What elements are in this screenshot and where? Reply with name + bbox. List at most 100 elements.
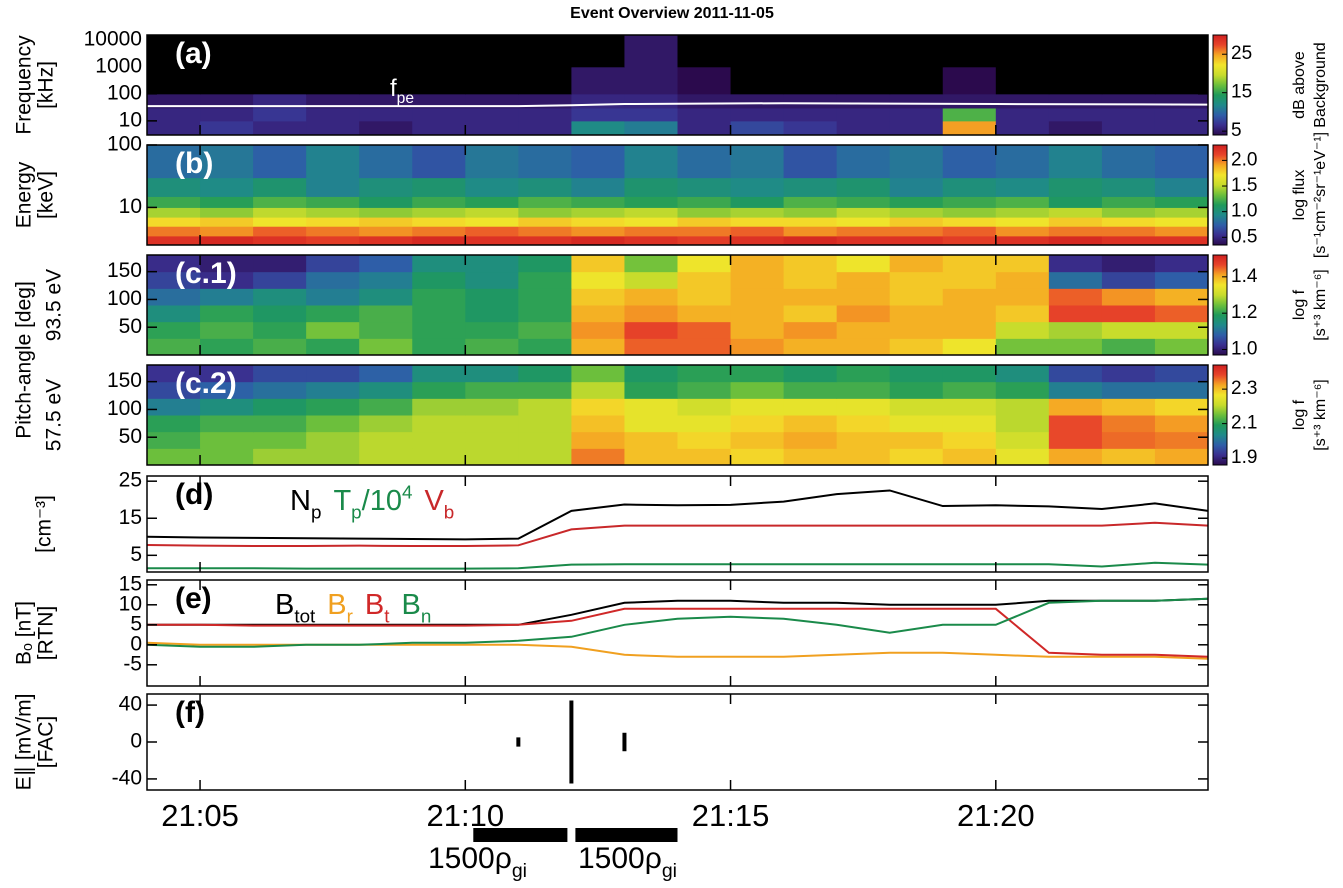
legend-entry: Bt [365,589,390,627]
spectrogram-cell [624,217,678,227]
spectrogram-cell [306,255,360,273]
spectrogram-cell [677,305,732,323]
spectrogram-cell [1154,226,1209,237]
spectrogram-cell [412,66,466,95]
spectrogram-cell [253,120,307,136]
spectrogram-cell [677,398,732,416]
spectrogram-cell [783,66,838,95]
spectrogram-cell [1048,196,1103,208]
spectrogram-cell [889,35,944,68]
spectrogram-cell [1101,338,1156,356]
spectrogram-cell [730,271,785,289]
spectrogram-cell [783,177,838,197]
colorbar-label: log f [1291,399,1308,430]
spectrogram-cell [518,305,572,323]
spectrogram-cell [1101,145,1156,179]
spectrogram-cell [571,338,625,356]
spectrogram-cell [730,93,785,109]
spectrogram-cell [783,338,838,356]
spectrogram-cell [889,217,944,227]
spectrogram-cell [1101,321,1156,339]
spectrogram-cell [942,196,997,208]
spectrogram-cell [730,431,785,449]
spectrogram-cell [518,217,572,227]
colorbar-tick-label: 1.0 [1231,339,1257,360]
spectrogram-cell [677,271,732,289]
colorbar-label: Background [1312,42,1329,127]
spectrogram-cell [1101,398,1156,416]
spectrogram-cell [677,35,732,68]
spectrogram-cell [783,255,838,273]
spectrogram-cell [200,338,254,356]
spectrogram-cell [1154,66,1209,95]
spectrogram-cell [836,145,891,179]
spectrogram-cell [836,415,891,433]
spectrogram-cell [465,271,519,289]
spectrogram-cell [836,271,891,289]
spectrogram-cell [465,448,519,466]
spectrogram-cell [359,226,413,237]
spectrogram-cell [518,415,572,433]
spectrogram-cell [942,93,997,109]
spectrogram-cell [200,207,254,218]
spectrogram-cell [624,93,678,109]
spectrogram-cell [889,196,944,208]
spectrogram-cell [359,196,413,208]
spectrogram-cell [1048,398,1103,416]
spectrogram-cell [359,271,413,289]
spectrogram-cell [1048,381,1103,399]
y-axis-label: [keV] [35,171,58,219]
spectrogram-cell [1154,217,1209,227]
spectrogram-cell [571,107,625,122]
spectrogram-cell [730,66,785,95]
spectrogram-cell [359,338,413,356]
spectrogram-cell [624,338,678,356]
spectrogram-cell [889,431,944,449]
spectrogram-cell [147,120,201,136]
series-line [147,607,1209,658]
spectrogram-cell [200,255,254,273]
colorbar-tick-label: 2.0 [1231,149,1257,170]
spectrogram-cell [1048,448,1103,466]
spectrogram-cell [518,365,572,383]
spectrogram-cell [677,288,732,306]
legend-entry-sub: t [384,606,390,627]
panel-frame [146,364,1209,466]
spectrogram-cell [942,381,997,399]
spectrogram-cell [200,431,254,449]
y-axis-label: Frequency [13,35,36,135]
spectrogram-cell [1048,305,1103,323]
spectrogram-cell [889,365,944,383]
spectrogram-cell [306,381,360,399]
spectrogram-cell [412,365,466,383]
spectrogram-cell [677,107,732,122]
spectrogram-cell [1101,431,1156,449]
spectrogram-cell [677,365,732,383]
spectrogram-cell [783,365,838,383]
spectrogram-cell [253,431,307,449]
y-axis-label: Energy [13,161,36,228]
spectrogram-cell [571,177,625,197]
spectrogram-cell [889,207,944,218]
spectrogram-cell [889,288,944,306]
spectrogram-cell [942,226,997,237]
spectrogram-cell [359,235,413,246]
spectrogram-cell [412,207,466,218]
spectrogram-cell [306,93,360,109]
spectrogram-cell [200,120,254,136]
panel-label: (e) [175,582,212,615]
spectrogram-cell [624,66,678,95]
spectrogram-cell [783,217,838,227]
y-tick-label: 100 [107,81,142,104]
spectrogram-cell [942,255,997,273]
spectrogram-cell [836,226,891,237]
spectrogram-cell [465,107,519,122]
spectrogram-cell [1048,35,1103,68]
spectrogram-cell [730,196,785,208]
spectrogram-cell [147,177,201,197]
spectrogram-cell [730,305,785,323]
spectrogram-cell [1154,271,1209,289]
spectrogram-cell [1101,107,1156,122]
spectrogram-cell [942,107,997,122]
spectrogram-cell [889,226,944,237]
